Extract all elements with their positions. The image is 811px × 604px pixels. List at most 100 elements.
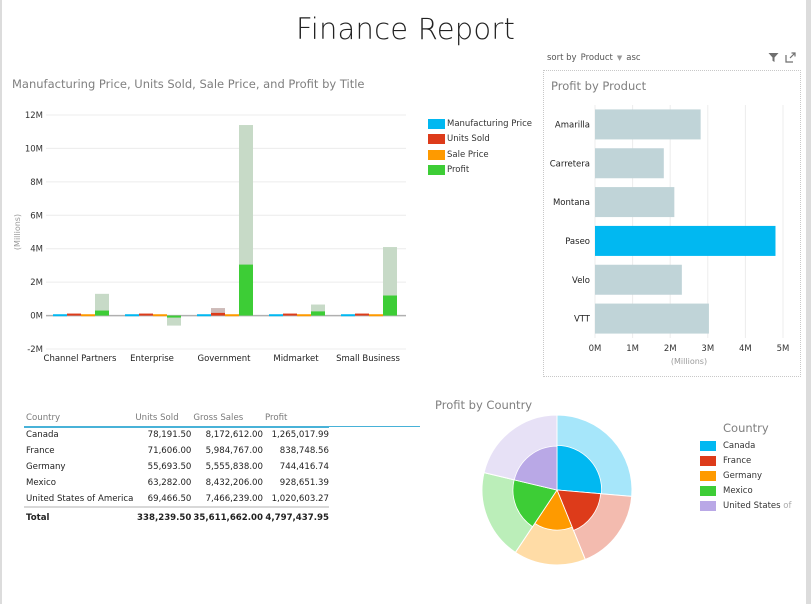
legend-swatch [428, 134, 445, 145]
cell-profit: 1,265,017.99 [271, 430, 329, 441]
bar-manufacturing-price[interactable] [197, 314, 211, 317]
column-header-gross-sales[interactable]: Gross Sales [193, 413, 244, 424]
cell-gross-sales: 5,984,767.00 [205, 446, 263, 456]
clustered-column-chart[interactable]: -2M 0M 2M 4M 6M 8M 10M 12M (Millions) Channel Par… [0, 100, 420, 370]
legend-swatch [700, 440, 716, 451]
page-title: Finance Report [295, 12, 516, 46]
table-total-row: Total 338,239.50 35,611,662.00 4,797,437… [24, 507, 329, 527]
slice-inner-canada[interactable] [556, 444, 602, 495]
sort-control[interactable]: sort by Product ▼ asc [547, 53, 641, 63]
bar-sale-price[interactable] [369, 314, 383, 317]
legend-item-sale-price[interactable]: Sale Price [428, 147, 532, 163]
legend-item-canada[interactable]: Canada [700, 438, 791, 453]
bar-units-sold[interactable] [139, 313, 153, 316]
y-tick-label: 6M [30, 211, 43, 221]
x-tick-label: Midmarket [273, 354, 319, 364]
bar-manufacturing-price[interactable] [269, 314, 283, 317]
bar-velo[interactable] [595, 264, 682, 295]
legend-label: Profit [447, 165, 470, 176]
bar-sale-price[interactable] [225, 314, 239, 317]
bar-total-profit[interactable] [311, 304, 325, 316]
caret-down-icon[interactable]: ▼ [616, 54, 623, 62]
sort-field[interactable]: Product [580, 53, 613, 63]
legend-item-united-states-of-america[interactable]: United States of [700, 498, 791, 513]
cell-profit: 838,748.56 [279, 446, 329, 456]
legend-label: United States of [723, 500, 792, 511]
table-row[interactable]: Canada 78,191.50 8,172,612.00 1,265,017.99 [24, 427, 329, 443]
cell-country: Mexico [26, 478, 57, 488]
bar-total-profit[interactable] [95, 293, 109, 316]
legend-label-truncated: of [783, 500, 792, 511]
bar-manufacturing-price[interactable] [125, 314, 139, 317]
donut-chart-profit-by-country[interactable] [470, 410, 650, 590]
bar-sale-price[interactable] [297, 314, 311, 317]
table-row[interactable]: Mexico 63,282.00 8,432,206.00 928,651.39 [24, 475, 329, 491]
x-tick-label: Government [197, 354, 251, 364]
y-tick-label: Carretera [550, 159, 590, 169]
y-tick-label: VTT [574, 315, 591, 325]
cell-gross-sales: 5,555,838.00 [205, 462, 263, 472]
bar-total-profit[interactable] [167, 315, 181, 326]
visual-toolbar [768, 52, 796, 63]
slice-inner-france[interactable] [556, 489, 602, 532]
y-tick-label: -2M [27, 345, 43, 355]
bar-chart-profit-by-product[interactable]: 0M 1M 2M 3M 4M 5M (Millions) Amarilla Carretera M… [543, 100, 801, 375]
bar-carretera[interactable] [595, 148, 664, 179]
window-scrollbar[interactable] [806, 0, 811, 604]
bar-profit[interactable] [311, 311, 325, 316]
bar-profit[interactable] [383, 295, 397, 316]
legend-swatch [428, 118, 445, 129]
bar-sale-price[interactable] [153, 314, 167, 317]
table-row[interactable]: France 71,606.00 5,984,767.00 838,748.56 [24, 443, 329, 459]
bar-montana[interactable] [595, 187, 675, 218]
legend-swatch [700, 455, 716, 466]
y-tick-label: Velo [572, 276, 590, 286]
focus-mode-icon[interactable] [785, 52, 796, 63]
legend-item-germany[interactable]: Germany [700, 468, 791, 483]
slice-inner-mexico[interactable] [512, 479, 558, 528]
y-tick-label: Montana [553, 198, 590, 208]
chart-legend: Manufacturing Price Units Sold Sale Price P… [428, 116, 532, 178]
legend-label: Manufacturing Price [447, 118, 532, 129]
bar-total-units-sold[interactable] [211, 308, 225, 316]
bar-profit[interactable] [95, 310, 109, 316]
bar-manufacturing-price[interactable] [341, 314, 355, 317]
bar-manufacturing-price[interactable] [53, 314, 67, 317]
legend-item-france[interactable]: France [700, 453, 791, 468]
x-axis-label: (Millions) [671, 357, 707, 366]
legend-label: Germany [723, 470, 763, 481]
legend-label: France [723, 455, 752, 466]
y-tick-label: 8M [30, 178, 43, 188]
table-row[interactable]: Germany 55,693.50 5,555,838.00 744,416.74 [24, 459, 329, 475]
bar-vtt[interactable] [595, 303, 709, 334]
bar-units-sold[interactable] [67, 313, 81, 316]
cell-country: Germany [26, 462, 66, 472]
bar-profit[interactable] [239, 264, 253, 316]
column-header-profit[interactable]: Profit [264, 413, 288, 424]
column-header-units-sold[interactable]: Units Sold [135, 413, 179, 424]
column-header-country[interactable]: Country [26, 413, 61, 424]
sort-order[interactable]: asc [626, 53, 641, 63]
legend-item-profit[interactable]: Profit [428, 163, 532, 179]
total-profit: 4,797,437.95 [265, 512, 329, 523]
cell-gross-sales: 8,432,206.00 [205, 478, 263, 488]
y-tick-label: 2M [30, 278, 43, 288]
cell-units-sold: 55,693.50 [147, 462, 192, 472]
bar-units-sold[interactable] [355, 313, 369, 316]
bar-sale-price[interactable] [81, 314, 95, 317]
bar-amarilla[interactable] [595, 109, 701, 140]
bar-paseo[interactable] [595, 225, 776, 256]
country-table: Country Units Sold Gross Sales Profit Ca… [24, 410, 329, 527]
filter-icon[interactable] [768, 52, 779, 63]
legend-item-manufacturing-price[interactable]: Manufacturing Price [428, 116, 532, 132]
table-row[interactable]: United States of America 69,466.50 7,466,2… [24, 491, 329, 507]
legend-item-mexico[interactable]: Mexico [700, 483, 791, 498]
chart-title-by-country: Profit by Country [435, 398, 533, 412]
x-tick-label: Channel Partners [44, 354, 117, 364]
bar-units-sold[interactable] [283, 313, 297, 316]
bar-units-sold[interactable] [211, 312, 225, 316]
slice-inner-united-states-of-america[interactable] [513, 445, 558, 491]
cell-gross-sales: 8,172,612.00 [205, 430, 263, 441]
bar-profit[interactable] [167, 315, 181, 318]
legend-item-units-sold[interactable]: Units Sold [428, 132, 532, 148]
